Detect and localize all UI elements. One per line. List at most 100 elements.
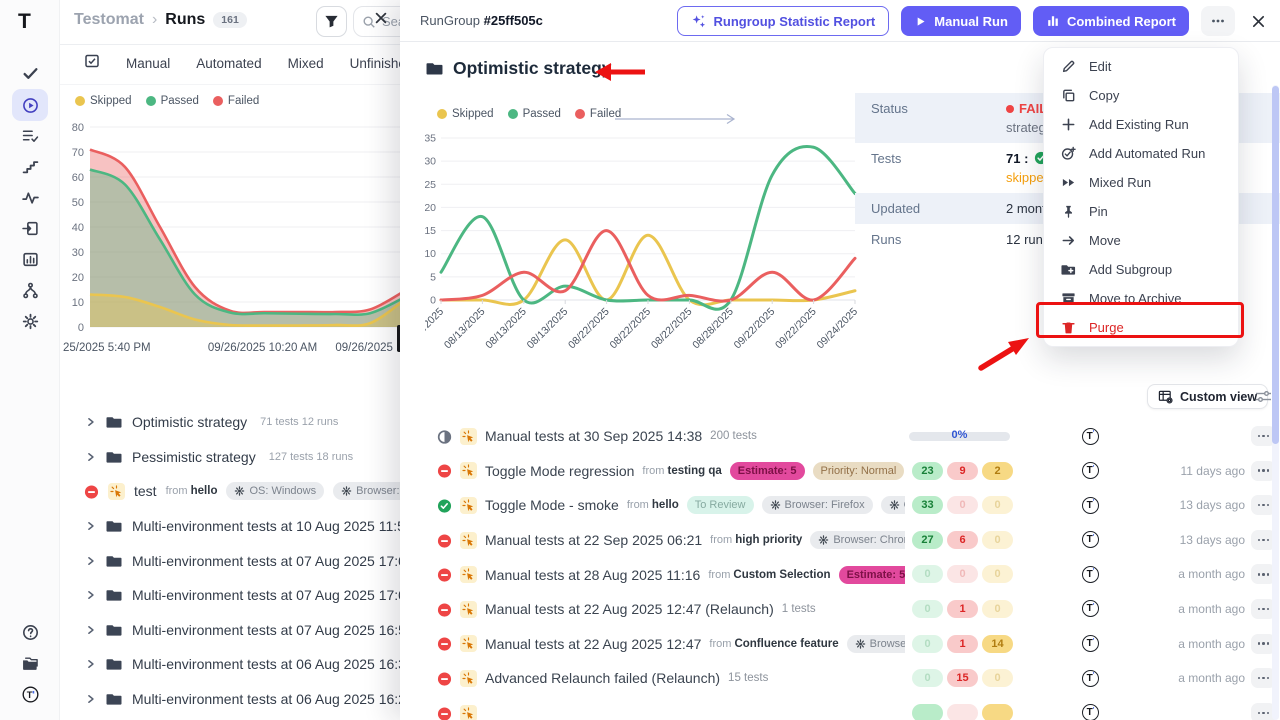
chevron-right-icon[interactable] [84,518,97,534]
sidebar-item-check[interactable] [12,58,48,88]
run-title[interactable]: Advanced Relaunch failed (Relaunch) [485,670,720,686]
run-group-row[interactable]: Multi-environment tests at 06 Aug 2025 1… [60,647,401,682]
chevron-right-icon[interactable] [84,553,97,569]
run-row[interactable]: Toggle Mode regressionfrom testing qaEst… [400,454,1280,489]
menu-item-pin[interactable]: Pin [1044,197,1238,226]
avatar[interactable]: T' [1082,566,1099,583]
run-title[interactable]: Manual tests at 22 Aug 2025 12:47 [485,636,701,652]
count-failed: 0 [947,496,978,514]
avatar[interactable]: T' [1082,670,1099,687]
legend-item-skipped[interactable]: Skipped [75,95,132,107]
folder-icon [106,622,123,638]
annotation-arrow-up-right [975,330,1039,372]
chevron-right-icon[interactable] [84,691,97,707]
legend-item-skipped[interactable]: Skipped [437,108,494,120]
more-actions-button[interactable] [1201,6,1235,36]
avatar[interactable]: T' [1082,635,1099,652]
run-row[interactable]: T' [400,696,1280,720]
tab-automated[interactable]: Automated [196,56,261,71]
sidebar-item-gear[interactable] [12,306,48,336]
run-group-row[interactable]: Multi-environment tests at 07 Aug 2025 1… [60,613,401,648]
sidebar-item-logo-circle[interactable]: T [12,679,48,709]
chevron-right-icon[interactable] [84,622,97,638]
folder-icon [106,518,123,534]
rungroup-statistic-report-button[interactable]: Rungroup Statistic Report [677,6,889,36]
run-title[interactable]: Manual tests at 22 Aug 2025 12:47 (Relau… [485,601,774,617]
legend-dot [575,109,585,119]
run-title[interactable]: Manual tests at 22 Sep 2025 06:21 [485,532,702,548]
run-row[interactable]: Manual tests at 28 Aug 2025 11:16from Cu… [400,557,1280,592]
run-group-row[interactable]: Optimistic strategy71 tests 12 runs [60,405,401,440]
svg-text:0: 0 [430,295,436,307]
avatar[interactable]: T' [1082,428,1099,445]
sidebar-item-list-check[interactable] [12,120,48,150]
chevron-right-icon[interactable] [84,449,97,465]
tab-mixed[interactable]: Mixed [288,56,324,71]
run-group-row[interactable]: Multi-environment tests at 07 Aug 2025 1… [60,543,401,578]
run-group-row[interactable]: Multi-environment tests at 07 Aug 2025 1… [60,578,401,613]
menu-item-move[interactable]: Move [1044,226,1238,255]
search-clear-icon[interactable] [374,11,388,30]
sidebar-item-play-circle[interactable] [12,89,48,121]
run-title[interactable]: Manual tests at 28 Aug 2025 11:16 [485,567,700,583]
breadcrumb: Testomat › Runs 161 [74,11,247,29]
count-skipped: 0 [982,531,1013,549]
run-group-row[interactable]: Multi-environment tests at 10 Aug 2025 1… [60,509,401,544]
manual-run-icon [460,462,477,479]
rungroup-panel: RunGroup #25ff505c Rungroup Statistic Re… [400,0,1280,720]
avatar[interactable]: T' [1082,704,1099,720]
plus-icon [1061,117,1076,132]
legend-dot [146,96,156,106]
legend-dot [437,109,447,119]
sidebar-item-help[interactable] [12,617,48,647]
legend-item-passed[interactable]: Passed [508,108,561,120]
legend-item-failed[interactable]: Failed [213,95,259,107]
combined-report-button[interactable]: Combined Report [1033,6,1189,36]
menu-item-add-automated-run[interactable]: Add Automated Run [1044,139,1238,168]
run-group-row[interactable]: Pessimistic strategy127 tests 18 runs [60,440,401,475]
run-group-row[interactable]: Multi-environment tests at 06 Aug 2025 1… [60,682,401,717]
svg-text:08/13/2025: 08/13/2025 [483,306,529,350]
run-row[interactable]: Manual tests at 22 Aug 2025 12:47from Co… [400,627,1280,662]
avatar[interactable]: T' [1082,600,1099,617]
menu-item-edit[interactable]: Edit [1044,52,1238,81]
copy-icon [1061,88,1076,103]
sidebar-item-chart-box[interactable] [12,244,48,274]
annotation-highlight-box [1036,302,1244,338]
chevron-right-icon[interactable] [84,587,97,603]
run-row[interactable]: Toggle Mode - smokefrom helloTo ReviewBr… [400,488,1280,523]
run-row[interactable]: Advanced Relaunch failed (Relaunch)15 te… [400,661,1280,696]
tab-manual[interactable]: Manual [126,56,170,71]
sidebar-item-branch[interactable] [12,275,48,305]
run-row[interactable]: Manual tests at 22 Aug 2025 12:47 (Relau… [400,592,1280,627]
avatar[interactable]: T' [1082,497,1099,514]
avatar[interactable]: T' [1082,531,1099,548]
run-row[interactable]: Manual tests at 30 Sep 2025 14:38200 tes… [400,419,1280,454]
breadcrumb-root[interactable]: Testomat [74,11,144,29]
sidebar-item-box-in[interactable] [12,213,48,243]
app-logo[interactable]: T [18,10,31,34]
sidebar-item-pulse[interactable] [12,182,48,212]
chevron-right-icon[interactable] [84,656,97,672]
legend-item-passed[interactable]: Passed [146,95,199,107]
run-title[interactable]: Toggle Mode - smoke [485,497,619,513]
run-title[interactable]: Toggle Mode regression [485,463,634,479]
sidebar-item-steps[interactable] [12,151,48,181]
checklist-tab-icon[interactable] [84,53,100,74]
run-row[interactable]: Manual tests at 22 Sep 2025 06:21from hi… [400,523,1280,558]
avatar[interactable]: T' [1082,462,1099,479]
sliders-icon[interactable] [1255,389,1272,404]
manual-run-button[interactable]: Manual Run [901,6,1021,36]
panel-scrollbar-thumb[interactable] [1272,86,1279,444]
run-row[interactable]: testfrom helloOS: WindowsBrowser: Chrome [60,474,401,509]
custom-view-button[interactable]: Custom view [1147,384,1268,409]
chevron-right-icon[interactable] [84,414,97,430]
run-title[interactable]: Manual tests at 30 Sep 2025 14:38 [485,428,702,444]
sidebar-item-folders[interactable] [12,648,48,678]
filter-button[interactable] [316,6,347,37]
menu-item-add-existing-run[interactable]: Add Existing Run [1044,110,1238,139]
panel-close-icon[interactable] [1251,14,1266,29]
menu-item-copy[interactable]: Copy [1044,81,1238,110]
menu-item-add-subgroup[interactable]: Add Subgroup [1044,255,1238,284]
menu-item-mixed-run[interactable]: Mixed Run [1044,168,1238,197]
